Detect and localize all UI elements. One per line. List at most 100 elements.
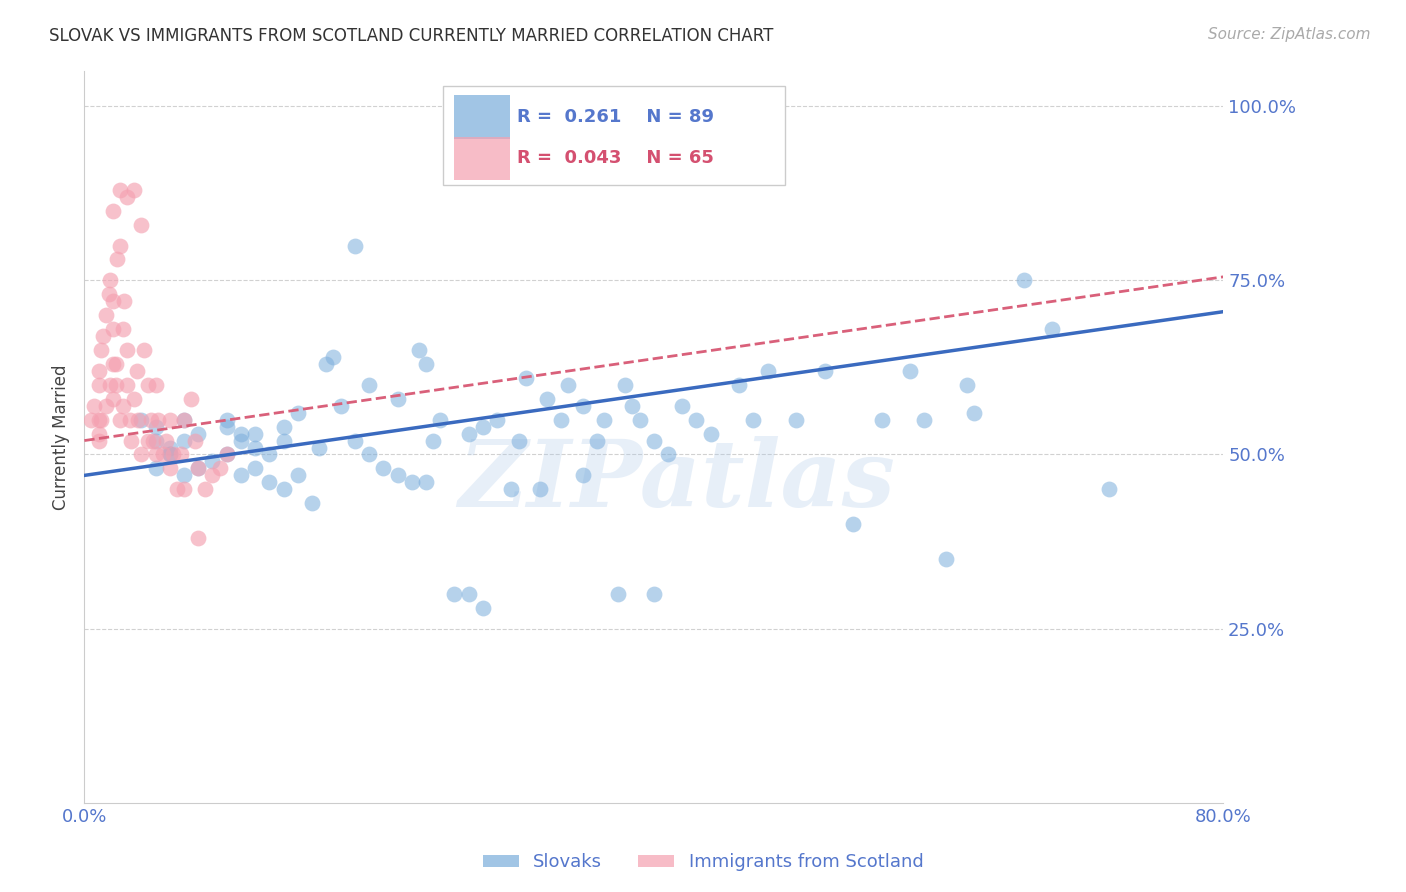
Immigrants from Scotland bbox=[125, 364, 148, 378]
Slovaks bbox=[245, 461, 267, 475]
Slovaks bbox=[159, 448, 181, 462]
Slovaks bbox=[536, 392, 558, 406]
Slovaks bbox=[287, 468, 309, 483]
Immigrants from Scotland bbox=[159, 461, 181, 475]
Slovaks bbox=[628, 412, 651, 426]
Slovaks bbox=[607, 587, 630, 601]
Slovaks bbox=[301, 496, 323, 510]
Slovaks bbox=[422, 434, 444, 448]
Immigrants from Scotland bbox=[201, 468, 224, 483]
Slovaks bbox=[1012, 273, 1035, 287]
Immigrants from Scotland bbox=[112, 294, 135, 309]
Slovaks bbox=[472, 419, 495, 434]
Slovaks bbox=[842, 517, 865, 532]
Slovaks bbox=[245, 441, 267, 455]
Slovaks bbox=[215, 419, 238, 434]
Immigrants from Scotland bbox=[152, 448, 174, 462]
Slovaks bbox=[145, 434, 167, 448]
Slovaks bbox=[287, 406, 309, 420]
Immigrants from Scotland bbox=[87, 434, 110, 448]
Slovaks bbox=[173, 434, 195, 448]
Slovaks bbox=[201, 454, 224, 468]
Slovaks bbox=[898, 364, 921, 378]
Immigrants from Scotland bbox=[142, 434, 165, 448]
Slovaks bbox=[215, 448, 238, 462]
Slovaks bbox=[159, 441, 181, 455]
Slovaks bbox=[229, 434, 252, 448]
Immigrants from Scotland bbox=[101, 322, 124, 336]
Slovaks bbox=[963, 406, 986, 420]
Slovaks bbox=[1042, 322, 1064, 336]
Slovaks bbox=[159, 448, 181, 462]
Slovaks bbox=[621, 399, 644, 413]
Slovaks bbox=[529, 483, 551, 497]
Slovaks bbox=[359, 448, 381, 462]
Immigrants from Scotland bbox=[104, 357, 127, 371]
Immigrants from Scotland bbox=[101, 357, 124, 371]
Immigrants from Scotland bbox=[108, 412, 131, 426]
Immigrants from Scotland bbox=[141, 412, 163, 426]
Immigrants from Scotland bbox=[91, 329, 114, 343]
Slovaks bbox=[259, 448, 281, 462]
Slovaks bbox=[215, 412, 238, 426]
Immigrants from Scotland bbox=[87, 426, 110, 441]
Immigrants from Scotland bbox=[122, 183, 145, 197]
Immigrants from Scotland bbox=[97, 287, 120, 301]
Immigrants from Scotland bbox=[184, 434, 207, 448]
Immigrants from Scotland bbox=[90, 412, 112, 426]
Slovaks bbox=[443, 587, 465, 601]
Slovaks bbox=[571, 399, 593, 413]
Slovaks bbox=[359, 377, 381, 392]
Immigrants from Scotland bbox=[173, 412, 195, 426]
Immigrants from Scotland bbox=[134, 343, 156, 357]
Text: Source: ZipAtlas.com: Source: ZipAtlas.com bbox=[1208, 27, 1371, 42]
Immigrants from Scotland bbox=[83, 399, 105, 413]
Immigrants from Scotland bbox=[208, 461, 231, 475]
Slovaks bbox=[472, 600, 495, 615]
Slovaks bbox=[700, 426, 723, 441]
Immigrants from Scotland bbox=[101, 203, 124, 218]
Immigrants from Scotland bbox=[115, 190, 138, 204]
Immigrants from Scotland bbox=[111, 399, 134, 413]
Immigrants from Scotland bbox=[122, 392, 145, 406]
Slovaks bbox=[187, 461, 209, 475]
Slovaks bbox=[145, 419, 167, 434]
Slovaks bbox=[401, 475, 423, 490]
Slovaks bbox=[508, 434, 530, 448]
Slovaks bbox=[785, 412, 807, 426]
Slovaks bbox=[387, 468, 409, 483]
Slovaks bbox=[329, 399, 352, 413]
Immigrants from Scotland bbox=[145, 448, 167, 462]
Immigrants from Scotland bbox=[87, 412, 110, 426]
Slovaks bbox=[229, 468, 252, 483]
Slovaks bbox=[457, 587, 479, 601]
Slovaks bbox=[1098, 483, 1121, 497]
Immigrants from Scotland bbox=[98, 377, 121, 392]
Immigrants from Scotland bbox=[166, 483, 188, 497]
Immigrants from Scotland bbox=[118, 412, 141, 426]
Slovaks bbox=[343, 238, 366, 252]
Slovaks bbox=[322, 350, 344, 364]
Slovaks bbox=[870, 412, 893, 426]
Immigrants from Scotland bbox=[111, 322, 134, 336]
Slovaks bbox=[315, 357, 337, 371]
Slovaks bbox=[501, 483, 523, 497]
Immigrants from Scotland bbox=[108, 238, 131, 252]
Immigrants from Scotland bbox=[170, 448, 193, 462]
Immigrants from Scotland bbox=[173, 483, 195, 497]
Text: R =  0.043    N = 65: R = 0.043 N = 65 bbox=[517, 149, 714, 168]
Immigrants from Scotland bbox=[131, 448, 153, 462]
Immigrants from Scotland bbox=[148, 412, 170, 426]
FancyBboxPatch shape bbox=[443, 86, 785, 185]
Slovaks bbox=[550, 412, 572, 426]
Slovaks bbox=[657, 448, 679, 462]
Slovaks bbox=[671, 399, 693, 413]
Slovaks bbox=[187, 426, 209, 441]
Immigrants from Scotland bbox=[98, 273, 121, 287]
Immigrants from Scotland bbox=[159, 412, 181, 426]
Immigrants from Scotland bbox=[155, 434, 177, 448]
Slovaks bbox=[814, 364, 837, 378]
Slovaks bbox=[343, 434, 366, 448]
Immigrants from Scotland bbox=[187, 531, 209, 545]
Slovaks bbox=[373, 461, 395, 475]
